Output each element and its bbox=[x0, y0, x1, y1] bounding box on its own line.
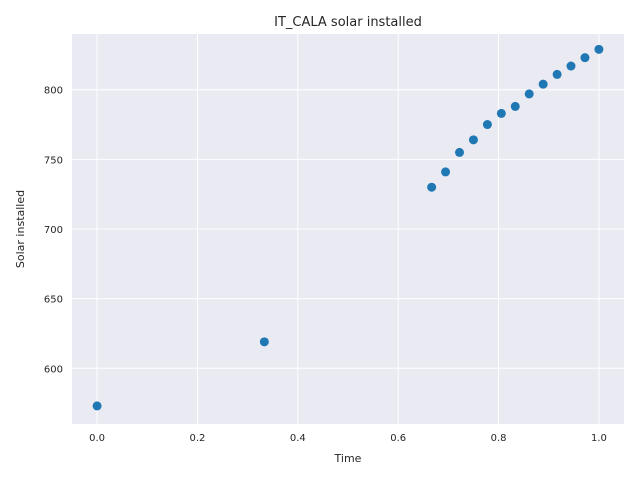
data-point bbox=[594, 44, 604, 54]
data-point bbox=[524, 89, 534, 99]
data-point bbox=[427, 182, 437, 192]
x-tick-label: 0.2 bbox=[190, 433, 206, 444]
x-tick-label: 0.8 bbox=[491, 433, 507, 444]
chart-title: IT_CALA solar installed bbox=[274, 15, 422, 30]
x-axis-label: Time bbox=[334, 452, 362, 465]
data-point bbox=[468, 135, 478, 145]
x-tick-label: 0.4 bbox=[290, 433, 306, 444]
y-axis-ticks: 600 650 700 750 800 bbox=[44, 86, 63, 376]
data-point bbox=[92, 401, 102, 411]
data-point bbox=[441, 167, 451, 177]
y-tick-label: 650 bbox=[44, 295, 63, 306]
data-point bbox=[455, 147, 465, 157]
data-point bbox=[580, 53, 590, 63]
data-point bbox=[538, 79, 548, 89]
x-tick-label: 0.0 bbox=[89, 433, 105, 444]
y-tick-label: 600 bbox=[44, 364, 63, 375]
data-point bbox=[510, 101, 520, 111]
y-tick-label: 800 bbox=[44, 86, 63, 97]
y-axis-label: Solar installed bbox=[14, 190, 27, 268]
data-point bbox=[566, 61, 576, 71]
x-axis-ticks: 0.0 0.2 0.4 0.6 0.8 1.0 bbox=[89, 433, 607, 444]
y-tick-label: 750 bbox=[44, 155, 63, 166]
grid bbox=[72, 34, 624, 424]
x-tick-label: 1.0 bbox=[591, 433, 607, 444]
data-point bbox=[259, 337, 269, 347]
y-tick-label: 700 bbox=[44, 225, 63, 236]
data-point bbox=[552, 69, 562, 79]
data-point bbox=[496, 108, 506, 118]
data-points bbox=[92, 44, 604, 411]
data-point bbox=[482, 120, 492, 130]
x-tick-label: 0.6 bbox=[390, 433, 406, 444]
